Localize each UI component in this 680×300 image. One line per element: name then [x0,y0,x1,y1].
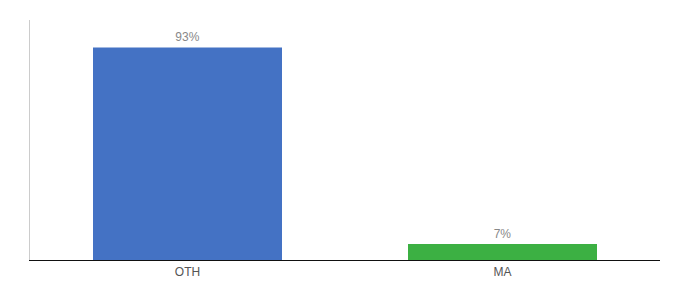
svg-text:OTH: OTH [175,265,200,279]
svg-text:93%: 93% [175,30,199,44]
svg-text:MA: MA [494,265,512,279]
svg-text:7%: 7% [494,227,512,241]
